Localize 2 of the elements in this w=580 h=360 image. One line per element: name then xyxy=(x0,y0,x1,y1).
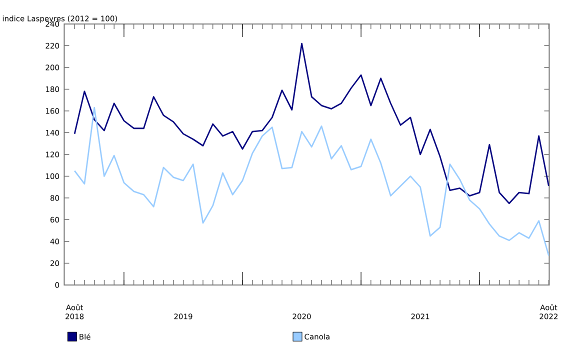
line-series xyxy=(74,107,550,256)
line-series xyxy=(74,42,550,204)
